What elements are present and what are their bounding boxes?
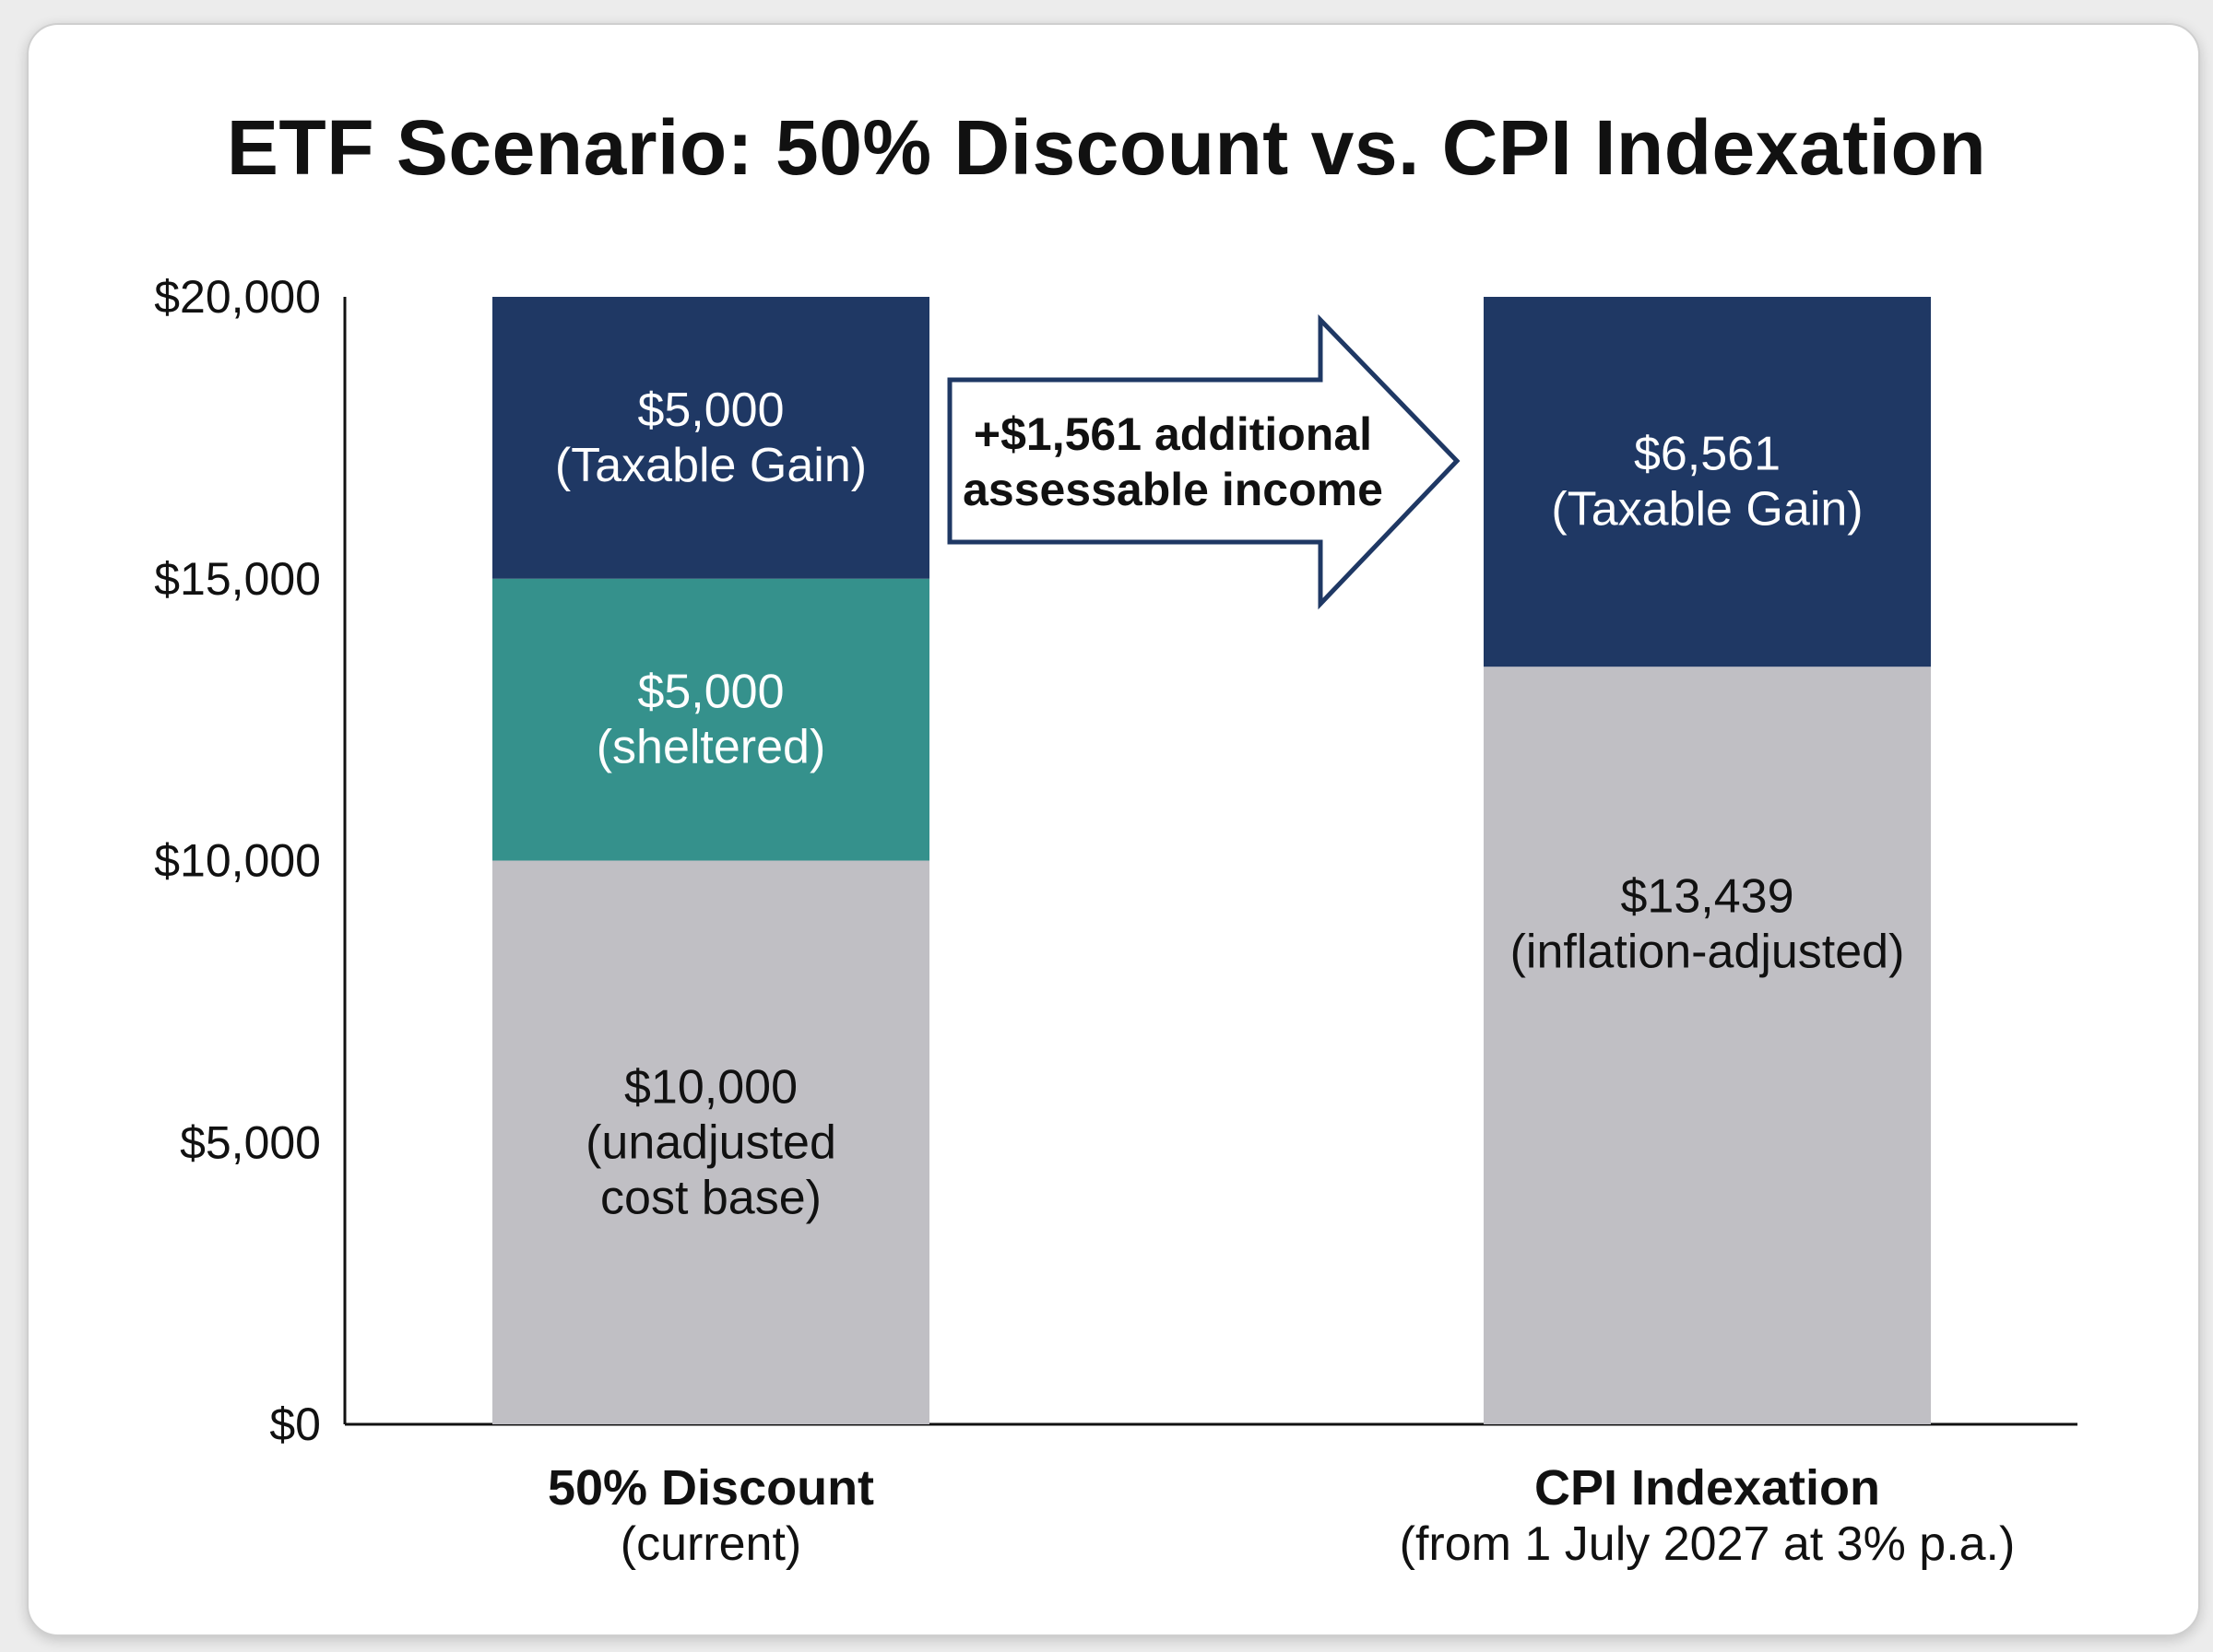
bar-data-label: $6,561 <box>1634 428 1781 481</box>
bar-data-label: (unadjusted <box>586 1115 836 1169</box>
bar-segment <box>492 578 929 861</box>
bar-data-label: $13,439 <box>1621 870 1794 924</box>
x-category-label: 50% Discount <box>548 1460 874 1516</box>
y-tick-label: $20,000 <box>154 271 321 323</box>
bar-segment <box>492 860 929 1424</box>
bar-data-label: (inflation-adjusted) <box>1510 926 1905 979</box>
bar-data-label: (Taxable Gain) <box>1551 483 1863 537</box>
chart-title: ETF Scenario: 50% Discount vs. CPI Index… <box>226 104 1987 191</box>
annotation-line: +$1,561 additional <box>974 408 1372 460</box>
bar-data-label: $10,000 <box>624 1060 798 1114</box>
right-arrow-icon <box>947 313 1461 610</box>
bar-segment <box>1484 667 1931 1424</box>
y-tick-label: $10,000 <box>154 835 321 887</box>
y-tick-label: $5,000 <box>180 1116 321 1168</box>
bar-data-label: cost base) <box>600 1171 822 1224</box>
bar-data-label: (sheltered) <box>597 721 826 774</box>
annotation-line: assessable income <box>963 464 1383 515</box>
bar-data-label: $5,000 <box>637 666 784 719</box>
y-tick-label: $0 <box>269 1398 321 1450</box>
bar-data-label: (Taxable Gain) <box>555 439 867 492</box>
bar-segment <box>1484 297 1931 667</box>
bar-data-label: $5,000 <box>637 384 784 437</box>
y-tick-label: $15,000 <box>154 553 321 605</box>
x-category-sublabel: (from 1 July 2027 at 3% p.a.) <box>1400 1517 2016 1571</box>
x-category-label: CPI Indexation <box>1534 1460 1880 1516</box>
bar-segment <box>492 297 929 579</box>
x-category-sublabel: (current) <box>621 1517 801 1571</box>
